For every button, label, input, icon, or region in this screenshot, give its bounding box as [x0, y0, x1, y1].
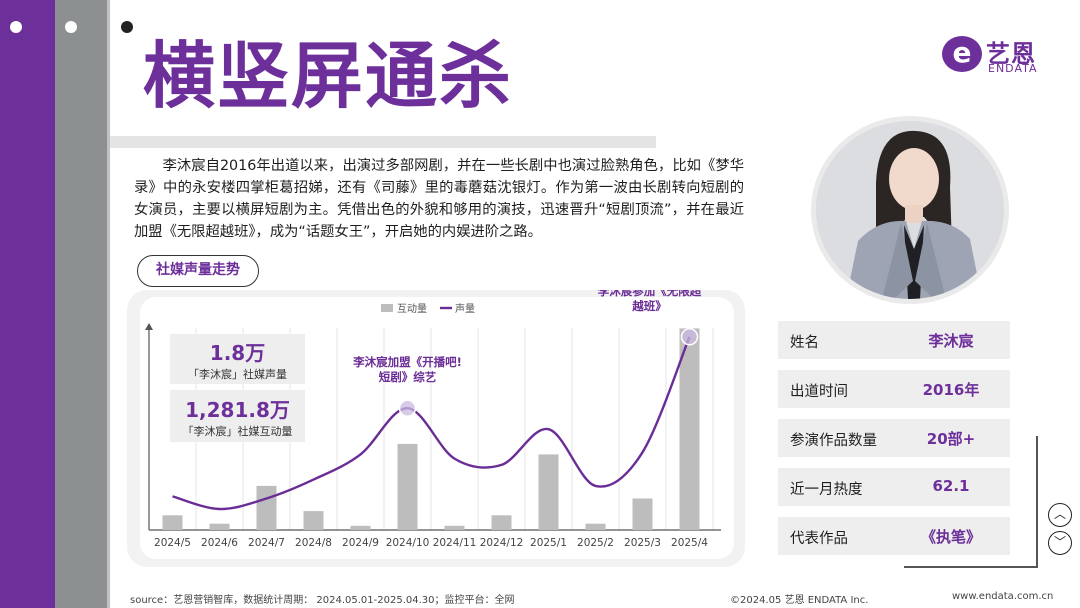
info-value: 《执笔》 [920, 528, 981, 546]
endata-logo-icon: e [942, 36, 982, 72]
x-tick-label: 2024/11 [433, 537, 477, 549]
info-label: 代表作品 [790, 531, 848, 547]
legend-label-line: 声量 [455, 302, 475, 315]
x-tick-label: 2025/3 [624, 537, 661, 549]
x-tick-label: 2024/6 [201, 537, 238, 549]
section-tag-social-trend: 社媒声量走势 [137, 255, 259, 287]
info-row-debut: 出道时间 2016年 [778, 370, 1010, 408]
annotation-label: 越班》 [631, 299, 667, 313]
portrait-illustration [816, 121, 1004, 299]
annotation-label: 李沐宸加盟《开播吧! [352, 355, 462, 369]
y-axis-arrow [145, 323, 153, 330]
voice-series-line [172, 336, 691, 511]
stat-value: 1.8万 [209, 341, 266, 365]
info-value: 2016年 [922, 381, 980, 399]
x-tick-label: 2024/9 [342, 537, 379, 549]
info-row-representative-work: 代表作品 《执笔》 [778, 517, 1010, 555]
legend-swatch-bar [381, 304, 393, 312]
x-tick-label: 2025/2 [577, 537, 614, 549]
info-label: 出道时间 [790, 384, 848, 400]
corner-horizontal-line [904, 566, 1038, 568]
bar-2024/5 [162, 515, 183, 530]
info-value: 62.1 [932, 477, 970, 495]
x-tick-label: 2024/8 [295, 537, 332, 549]
legend-label-bar: 互动量 [397, 303, 427, 315]
info-row-works-count: 参演作品数量 20部+ [778, 419, 1010, 457]
bar-2024/6 [209, 523, 230, 530]
x-tick-label: 2024/10 [386, 537, 430, 549]
info-row-name: 姓名 李沐宸 [778, 321, 1010, 359]
left-divider-line [107, 0, 110, 608]
corner-vertical-line [1036, 436, 1038, 567]
info-value: 李沐宸 [928, 332, 974, 350]
stat-card-interaction: 1,281.8万 「李沐宸」社媒互动量 [170, 390, 305, 442]
annotation-label: 李沐宸参加《无限超 [597, 290, 702, 298]
decor-dot-2 [65, 21, 77, 33]
bar-2025/2 [585, 523, 606, 530]
logo-chinese-name: 艺恩 [986, 40, 1036, 68]
peak-marker [398, 399, 417, 417]
endata-logo: e 艺恩 ENDATA [942, 34, 1052, 78]
bar-2025/4 [679, 328, 700, 530]
info-label: 参演作品数量 [790, 433, 877, 449]
stat-label: 「李沐宸」社媒互动量 [182, 425, 293, 438]
decor-dot-1 [10, 21, 22, 33]
nav-up-button[interactable]: ︿ [1048, 503, 1072, 527]
logo-english-name: ENDATA [988, 62, 1038, 75]
chevron-down-icon: ﹀ [1053, 535, 1066, 549]
footer-url[interactable]: www.endata.com.cn [952, 591, 1054, 602]
bar-2025/1 [538, 454, 559, 530]
bar-2025/3 [632, 498, 653, 530]
left-purple-band [0, 0, 55, 608]
x-tick-label: 2025/1 [530, 537, 567, 549]
x-tick-label: 2025/4 [671, 537, 708, 549]
x-tick-label: 2024/7 [248, 537, 285, 549]
bar-2024/8 [303, 511, 324, 530]
bar-2024/7 [256, 485, 277, 530]
intro-paragraph: 李沐宸自2016年出道以来，出演过多部网剧，并在一些长剧中也演过脸熟角色，比如《… [134, 158, 744, 240]
stat-label: 「李沐宸」社媒声量 [188, 368, 287, 381]
annotation-label: 短剧》综艺 [379, 370, 437, 384]
stat-card-voice: 1.8万 「李沐宸」社媒声量 [170, 334, 305, 384]
info-label: 姓名 [790, 335, 819, 351]
peak-marker [680, 328, 699, 346]
footer-source: source：艺恩营销智库，数据统计周期： 2024.05.01-2025.04… [130, 595, 515, 606]
bar-2024/10 [397, 443, 418, 530]
left-gray-band [55, 0, 107, 608]
chevron-up-icon: ︿ [1053, 507, 1066, 521]
nav-down-button[interactable]: ﹀ [1048, 531, 1072, 555]
info-value: 20部+ [926, 430, 976, 448]
page-title: 横竖屏通杀 [143, 34, 514, 118]
decor-dot-3 [121, 21, 133, 33]
info-row-heat: 近一月热度 62.1 [778, 468, 1010, 506]
bar-2024/9 [350, 525, 371, 530]
x-tick-label: 2024/12 [480, 537, 524, 549]
bar-2024/12 [491, 515, 512, 530]
footer-copyright: ©2024.05 艺恩 ENDATA Inc. [730, 595, 869, 606]
x-tick-label: 2024/5 [154, 537, 191, 549]
info-label: 近一月热度 [790, 482, 863, 498]
actress-portrait [816, 121, 1004, 299]
bar-2024/11 [444, 525, 465, 530]
stat-value: 1,281.8万 [185, 398, 290, 422]
title-underline-bar [110, 136, 656, 148]
